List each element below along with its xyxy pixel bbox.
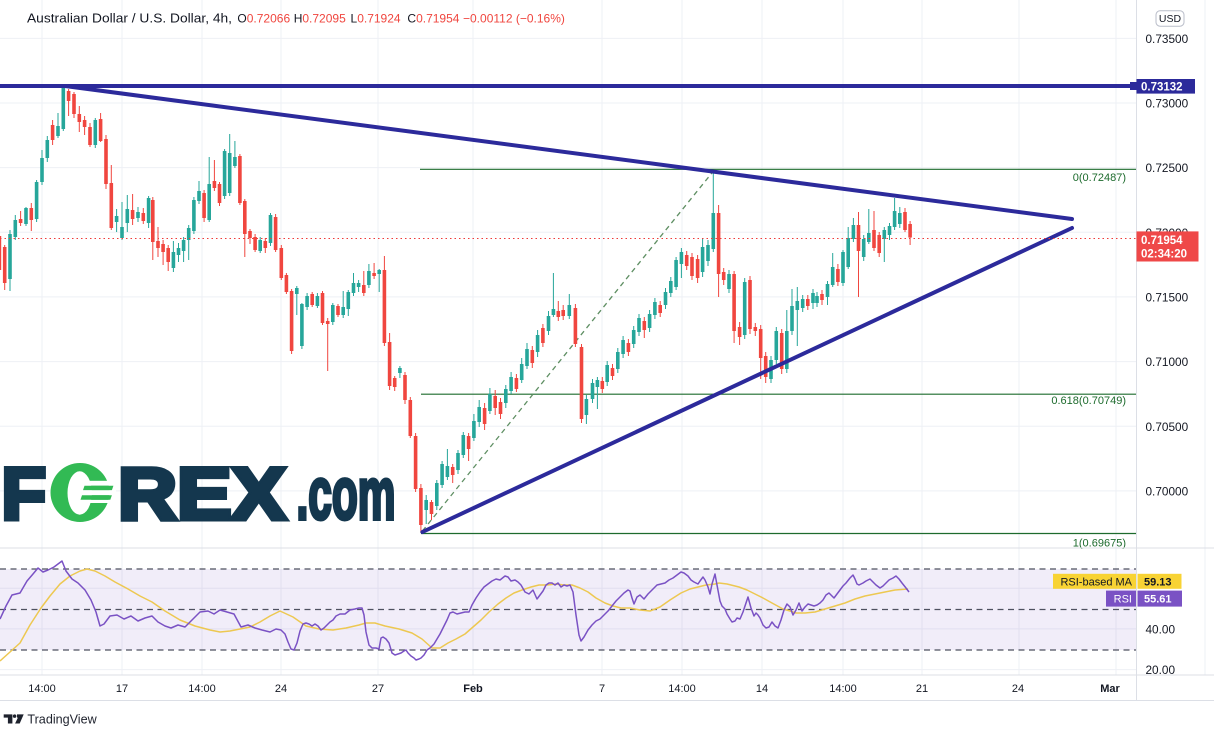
svg-text:7: 7 <box>599 683 605 695</box>
svg-text:14:00: 14:00 <box>668 683 696 695</box>
svg-text:0(0.72487): 0(0.72487) <box>1073 172 1126 184</box>
svg-text:0.73500: 0.73500 <box>1146 32 1189 46</box>
svg-text:55.61: 55.61 <box>1144 594 1172 606</box>
svg-text:14:00: 14:00 <box>829 683 857 695</box>
svg-text:14:00: 14:00 <box>28 683 56 695</box>
svg-text:21: 21 <box>916 683 928 695</box>
svg-text:Mar: Mar <box>1100 683 1120 695</box>
svg-text:Australian Dollar / U.S. Dolla: Australian Dollar / U.S. Dollar, 4h, <box>27 12 232 26</box>
svg-text:H0.72095: H0.72095 <box>294 12 346 26</box>
svg-text:RSI: RSI <box>1114 594 1132 606</box>
svg-text:0.73000: 0.73000 <box>1146 97 1189 111</box>
svg-text:USD: USD <box>1159 13 1182 25</box>
svg-text:02:34:20: 02:34:20 <box>1141 248 1187 260</box>
svg-text:17: 17 <box>116 683 128 695</box>
svg-text:RSI-based MA: RSI-based MA <box>1060 576 1132 588</box>
svg-text:.com: .com <box>297 454 396 535</box>
svg-text:0.73132: 0.73132 <box>1141 81 1183 93</box>
svg-text:F: F <box>2 454 47 535</box>
svg-text:0.71954: 0.71954 <box>1141 235 1183 247</box>
svg-text:0.71500: 0.71500 <box>1146 291 1189 305</box>
svg-text:14:00: 14:00 <box>188 683 216 695</box>
svg-text:20.00: 20.00 <box>1146 663 1176 677</box>
svg-text:24: 24 <box>275 683 287 695</box>
svg-text:Feb: Feb <box>463 683 483 695</box>
svg-text:C0.71954: C0.71954 <box>407 12 459 26</box>
svg-text:59.13: 59.13 <box>1144 576 1172 588</box>
svg-text:0.70000: 0.70000 <box>1146 485 1189 499</box>
svg-text:1(0.69675): 1(0.69675) <box>1073 538 1126 550</box>
svg-text:14: 14 <box>756 683 768 695</box>
svg-text:24: 24 <box>1012 683 1024 695</box>
svg-text:0.70500: 0.70500 <box>1146 420 1189 434</box>
svg-text:0.72500: 0.72500 <box>1146 161 1189 175</box>
svg-text:−0.00112 (−0.16%): −0.00112 (−0.16%) <box>463 12 565 26</box>
svg-text:O0.72066: O0.72066 <box>237 12 290 26</box>
svg-text:27: 27 <box>372 683 384 695</box>
svg-text:0.71000: 0.71000 <box>1146 355 1189 369</box>
svg-text:TradingView: TradingView <box>27 713 97 727</box>
svg-text:REX: REX <box>118 454 286 535</box>
svg-text:40.00: 40.00 <box>1146 623 1176 637</box>
svg-text:L0.71924: L0.71924 <box>351 12 401 26</box>
svg-text:0.618(0.70749): 0.618(0.70749) <box>1051 395 1126 407</box>
